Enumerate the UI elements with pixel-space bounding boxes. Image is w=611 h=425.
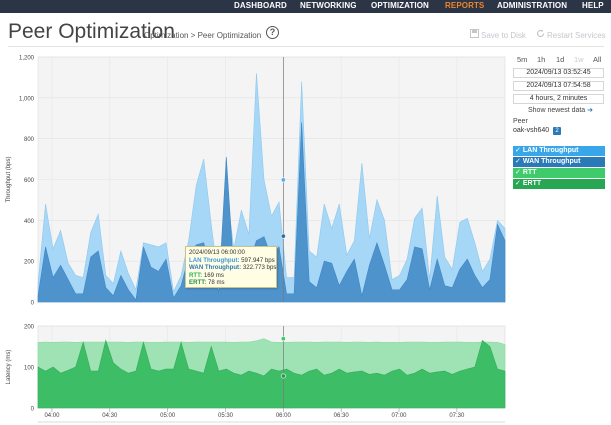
- time-range-buttons: 5m 1h 1d 1w All: [513, 55, 605, 65]
- latency-x-tick-label: 04:00: [44, 413, 60, 419]
- end-time-field[interactable]: 2024/09/13 07:54:58: [513, 81, 604, 91]
- range-1w-button[interactable]: 1w: [574, 55, 584, 64]
- tooltip-time: 2024/09/13 06:00:00: [189, 249, 245, 256]
- legend-lan-throughput[interactable]: ✓ LAN Throughput: [513, 146, 605, 156]
- legend-ertt-label: ERTT: [522, 180, 542, 187]
- peer-charts[interactable]: 0 200 400 600 800 1,000 1,200 Throughput (bps) 0…: [0, 50, 510, 425]
- duration-field[interactable]: 4 hours, 2 minutes: [513, 94, 604, 104]
- checkmark-icon: ✓: [515, 169, 521, 176]
- tooltip-ertt-value: 78 ms: [207, 279, 225, 287]
- latency-x-tick-label: 07:00: [392, 413, 408, 419]
- legend-wan-label: WAN Throughput: [522, 158, 581, 165]
- nav-dashboard[interactable]: DASHBOARD: [234, 1, 287, 10]
- throughput-marker-point: [280, 177, 286, 183]
- tooltip-wan-value: 322.773 bps: [242, 264, 277, 272]
- latency-x-tick-label: 06:30: [334, 413, 350, 419]
- checkmark-icon: ✓: [515, 180, 521, 187]
- range-1h-button[interactable]: 1h: [537, 55, 546, 64]
- page-title: Peer Optimization: [8, 20, 175, 43]
- breadcrumb: Optimization > Peer Optimization: [144, 31, 262, 40]
- range-1d-button[interactable]: 1d: [556, 55, 565, 64]
- arrow-right-icon: ➜: [587, 107, 594, 114]
- throughput-y-tick-label: 0: [31, 301, 35, 307]
- throughput-marker-point: [280, 233, 286, 239]
- latency-y-tick-label: 200: [24, 325, 35, 331]
- legend-wan-throughput[interactable]: ✓ WAN Throughput: [513, 157, 605, 167]
- latency-x-tick-label: 05:00: [160, 413, 176, 419]
- peer-select[interactable]: oak-vsh640: [513, 127, 550, 134]
- show-newest-label: Show newest data: [528, 107, 586, 114]
- restart-services-button[interactable]: Restart Services: [536, 29, 606, 40]
- tooltip-rtt-value: 169 ms: [203, 271, 224, 279]
- show-newest-link[interactable]: Show newest data ➜: [528, 106, 593, 114]
- checkmark-icon: ✓: [515, 158, 521, 165]
- save-to-disk-button[interactable]: Save to Disk: [470, 29, 526, 40]
- tooltip-wan-label: WAN Throughput:: [189, 264, 242, 272]
- legend-rtt-label: RTT: [522, 169, 537, 176]
- latency-y-axis-label: Latency (ms): [6, 350, 12, 385]
- nav-administration[interactable]: ADMINISTRATION: [497, 1, 568, 10]
- latency-x-tick-label: 04:30: [102, 413, 118, 419]
- legend-rtt[interactable]: ✓ RTT: [513, 168, 605, 178]
- latency-y-tick-label: 100: [24, 366, 35, 372]
- restart-services-label: Restart Services: [547, 31, 606, 40]
- throughput-y-tick-label: 200: [24, 260, 35, 266]
- nav-help[interactable]: HELP: [582, 1, 604, 10]
- range-all-button[interactable]: All: [593, 55, 602, 64]
- tooltip-rtt-label: RTT:: [189, 271, 203, 279]
- tooltip-lan-value: 597.947 bps: [241, 256, 275, 264]
- refresh-icon: [536, 29, 545, 40]
- tooltip-ertt-label: ERTT:: [189, 279, 207, 287]
- floppy-disk-icon: [470, 29, 479, 40]
- latency-x-tick-label: 07:30: [449, 413, 465, 419]
- throughput-y-tick-label: 1,000: [19, 96, 35, 102]
- throughput-y-tick-label: 800: [24, 137, 35, 143]
- chart-tooltip: 2024/09/13 06:00:00 LAN Throughput: 597.…: [185, 246, 277, 288]
- legend-lan-label: LAN Throughput: [522, 147, 579, 154]
- latency-marker-point: [280, 336, 286, 342]
- latency-marker-point: [280, 373, 286, 379]
- start-time-field[interactable]: 2024/09/13 03:52:45: [513, 68, 604, 78]
- latency-x-tick-label: 06:00: [276, 413, 292, 419]
- latency-x-tick-label: 05:30: [218, 413, 234, 419]
- throughput-y-tick-label: 400: [24, 219, 35, 225]
- nav-reports[interactable]: REPORTS: [445, 1, 485, 10]
- latency-y-tick-label: 0: [31, 407, 35, 413]
- throughput-y-axis-label: Throughput (bps): [6, 156, 12, 202]
- top-nav-bar: DASHBOARD NETWORKING OPTIMIZATION REPORT…: [0, 0, 611, 13]
- checkmark-icon: ✓: [515, 147, 521, 154]
- tooltip-lan-label: LAN Throughput:: [189, 256, 240, 264]
- throughput-y-tick-label: 1,200: [19, 56, 35, 62]
- save-to-disk-label: Save to Disk: [481, 31, 526, 40]
- peer-label: Peer: [513, 118, 528, 125]
- peer-count-badge: 2: [553, 127, 561, 135]
- range-5m-button[interactable]: 5m: [517, 55, 528, 64]
- nav-optimization[interactable]: OPTIMIZATION: [371, 1, 429, 10]
- latency-series-ertt: [37, 339, 506, 409]
- header-divider: [8, 46, 604, 47]
- legend-ertt[interactable]: ✓ ERTT: [513, 179, 605, 189]
- question-circle-icon[interactable]: ?: [266, 26, 279, 39]
- nav-networking[interactable]: NETWORKING: [300, 1, 357, 10]
- throughput-y-tick-label: 600: [24, 178, 35, 184]
